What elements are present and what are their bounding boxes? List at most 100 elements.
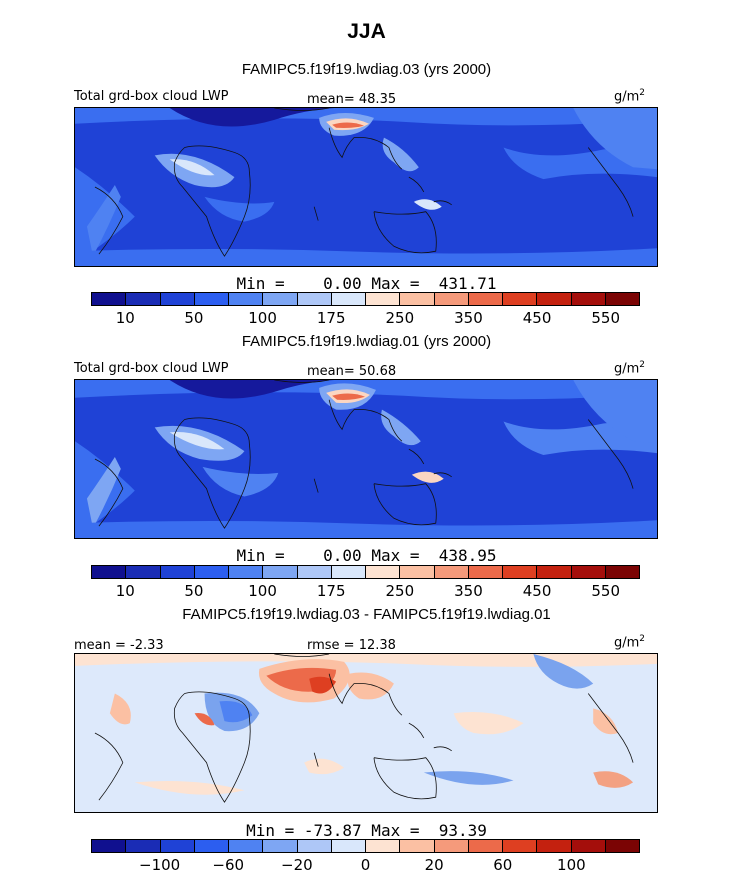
panel3-warmpool-warm <box>453 712 524 735</box>
panel2-southern-band <box>75 520 657 538</box>
colorbar-tick-label: −20 <box>281 856 313 874</box>
panel1-field-background <box>75 108 657 266</box>
panel3-epac-warm <box>593 708 619 735</box>
colorbar-swatch <box>263 293 298 305</box>
panel1-southern-band <box>75 248 657 266</box>
panel2-field-background <box>75 380 657 538</box>
colorbar-tick-label: 250 <box>385 309 415 327</box>
colorbar-swatch <box>468 840 503 852</box>
panel3-mean-label: mean = -2.33 <box>74 638 164 653</box>
panel2-himalaya-hot <box>332 393 366 400</box>
panel3-coastlines <box>94 654 634 803</box>
colorbar-swatch <box>160 293 195 305</box>
panel2-units: g/m2 <box>614 360 645 376</box>
panel3-india-hot <box>309 676 337 694</box>
panel2-units-base: g/m <box>614 361 640 377</box>
panel2-newguinea-cloud <box>411 471 444 483</box>
panel1-sahara-low <box>169 108 335 127</box>
panel1-field <box>75 108 657 266</box>
colorbar-swatch <box>229 566 264 578</box>
panel3-indian-warm <box>304 758 345 775</box>
panel3-southeast-warm <box>593 771 634 788</box>
panel1-units-base: g/m <box>614 89 640 105</box>
colorbar-tick-label: 550 <box>591 309 621 327</box>
colorbar-swatch <box>331 293 366 305</box>
colorbar-swatch <box>297 566 332 578</box>
colorbar-swatch <box>503 840 538 852</box>
colorbar-swatch <box>571 293 606 305</box>
panel3-sahel-deep-blue <box>219 700 253 723</box>
colorbar-swatch <box>126 840 161 852</box>
panel1-colorbar <box>91 292 640 306</box>
panel2-congo-cloud <box>202 466 279 497</box>
colorbar-swatch <box>503 566 538 578</box>
panel2-colorbar <box>91 565 640 579</box>
colorbar-tick-label: −100 <box>139 856 181 874</box>
colorbar-swatch <box>434 293 469 305</box>
colorbar-swatch <box>400 840 435 852</box>
panel3-minmax: Min = -73.87 Max = 93.39 <box>246 821 487 840</box>
panel2-coastlines <box>94 380 634 529</box>
panel3-rmse-label: rmse = 12.38 <box>307 638 396 653</box>
colorbar-tick-label: 350 <box>454 582 483 600</box>
colorbar-tick-label: 550 <box>591 582 621 600</box>
colorbar-swatch <box>229 840 264 852</box>
colorbar-swatch <box>434 566 469 578</box>
colorbar-swatch <box>194 293 229 305</box>
colorbar-swatch <box>400 293 435 305</box>
panel3-units: g/m2 <box>614 634 645 650</box>
colorbar-tick-label: 50 <box>184 582 204 600</box>
colorbar-swatch <box>194 566 229 578</box>
colorbar-swatch <box>331 566 366 578</box>
panel2-field <box>75 380 657 538</box>
panel1-units: g/m2 <box>614 88 645 104</box>
colorbar-tick-label: 20 <box>424 856 444 874</box>
colorbar-tick-label: 10 <box>115 309 135 327</box>
panel2-variable-label: Total grd-box cloud LWP <box>74 361 229 376</box>
colorbar-swatch <box>400 566 435 578</box>
colorbar-swatch <box>605 840 639 852</box>
colorbar-tick-label: 450 <box>522 582 552 600</box>
panel2-kuroshio <box>573 380 657 444</box>
colorbar-swatch <box>571 840 606 852</box>
panel3-map <box>74 653 658 813</box>
colorbar-swatch <box>605 566 639 578</box>
panel3-south-atlantic-warm <box>134 781 245 795</box>
colorbar-tick-label: 100 <box>248 582 277 600</box>
panel3-field <box>75 654 657 812</box>
panel3-bengal-warm <box>347 672 394 700</box>
panel3-south-pacific-blue <box>423 771 514 785</box>
colorbar-tick-label: 10 <box>115 582 135 600</box>
colorbar-swatch <box>229 293 264 305</box>
colorbar-tick-label: −60 <box>212 856 245 874</box>
panel1-coastlines <box>94 108 634 257</box>
colorbar-swatch <box>537 566 572 578</box>
colorbar-swatch <box>468 566 503 578</box>
panel1-mean-label: mean= 48.35 <box>307 92 397 107</box>
panel3-colorbar-ticks: −100 −60 −20 0 20 60 100 <box>91 856 640 874</box>
panel1-amazon-cloud <box>86 185 121 257</box>
panel3-units-exp: 2 <box>639 634 646 644</box>
colorbar-tick-label: 100 <box>557 856 586 874</box>
panel2-units-exp: 2 <box>639 360 646 370</box>
colorbar-tick-label: 100 <box>248 309 277 327</box>
panel3-pacific-blue <box>533 654 594 689</box>
colorbar-swatch <box>194 840 229 852</box>
colorbar-swatch <box>126 566 161 578</box>
panel2-minmax: Min = 0.00 Max = 438.95 <box>236 546 497 565</box>
panel2-case-title: FAMIPC5.f19f19.lwdiag.01 (yrs 2000) <box>241 333 492 350</box>
panel1-map <box>74 107 658 267</box>
colorbar-swatch <box>366 566 401 578</box>
panel2-indochina-cloud <box>381 409 421 446</box>
colorbar-swatch <box>160 840 195 852</box>
panel3-northern-warm <box>75 654 657 667</box>
panel1-congo-cloud <box>204 196 275 222</box>
panel1-colorbar-ticks: 10 50 100 175 250 350 450 550 <box>91 309 640 327</box>
panel2-amazon-cloud <box>86 457 121 529</box>
panel2-colorbar-ticks: 10 50 100 175 250 350 450 550 <box>91 582 640 600</box>
panel1-minmax: Min = 0.00 Max = 431.71 <box>236 274 497 293</box>
panel3-atlantic-warm <box>109 693 131 725</box>
colorbar-swatch <box>297 293 332 305</box>
colorbar-tick-label: 350 <box>454 309 483 327</box>
